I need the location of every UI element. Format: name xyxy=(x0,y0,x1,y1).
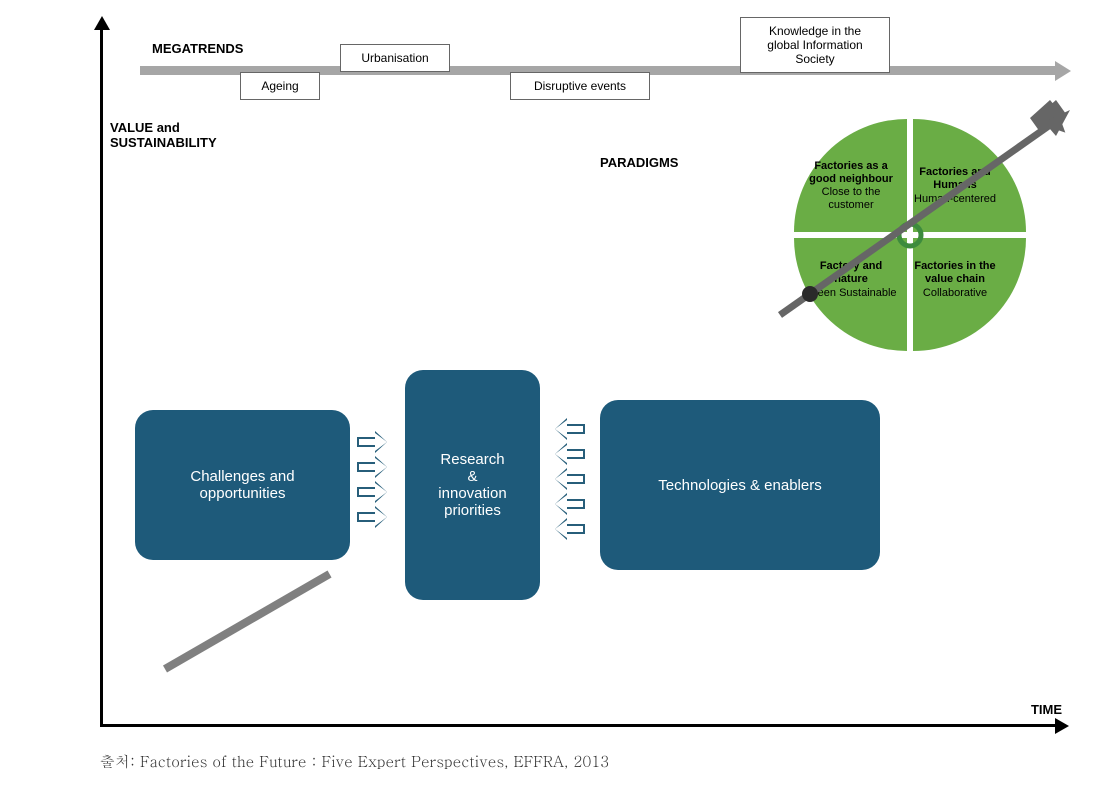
paradigms-circle: Factories as a good neighbourClose to th… xyxy=(790,115,1030,355)
flow-box: Challenges and opportunities xyxy=(135,410,350,560)
gray-diagonal-line xyxy=(163,571,332,673)
x-axis-arrow-icon xyxy=(1055,718,1069,734)
arrow-right-icon xyxy=(357,508,389,526)
arrow-left-icon xyxy=(553,495,585,513)
arrow-right-icon xyxy=(357,458,389,476)
flow-box: Technologies & enablers xyxy=(600,400,880,570)
x-axis-label: TIME xyxy=(1031,702,1062,717)
arrow-left-icon xyxy=(553,470,585,488)
arrows-left-set xyxy=(553,420,585,538)
arrow-right-icon xyxy=(357,433,389,451)
arrow-right-icon xyxy=(357,483,389,501)
y-axis xyxy=(100,25,103,725)
megatrend-box: Urbanisation xyxy=(340,44,450,72)
megatrend-box: Knowledge in the global Information Soci… xyxy=(740,17,890,73)
megatrends-label: MEGATRENDS xyxy=(152,41,243,56)
megatrend-box: Ageing xyxy=(240,72,320,100)
image-caption: 출처: Factories of the Future : Five Exper… xyxy=(100,751,609,772)
x-axis xyxy=(100,724,1060,727)
arrow-left-icon xyxy=(553,445,585,463)
paradigm-quadrant: Factory and natureGreen Sustainable xyxy=(794,223,908,337)
arrows-right-set xyxy=(357,433,389,526)
megatrends-arrow-head-icon xyxy=(1055,61,1071,81)
y-axis-arrow-icon xyxy=(94,16,110,30)
megatrend-box: Disruptive events xyxy=(510,72,650,100)
arrow-left-icon xyxy=(553,520,585,538)
flow-box: Research & innovation priorities xyxy=(405,370,540,600)
y-axis-label: VALUE and SUSTAINABILITY xyxy=(110,120,217,150)
paradigms-label: PARADIGMS xyxy=(600,155,678,170)
arrow-left-icon xyxy=(553,420,585,438)
paradigm-quadrant: Factories in the value chainCollaborativ… xyxy=(898,223,1012,337)
